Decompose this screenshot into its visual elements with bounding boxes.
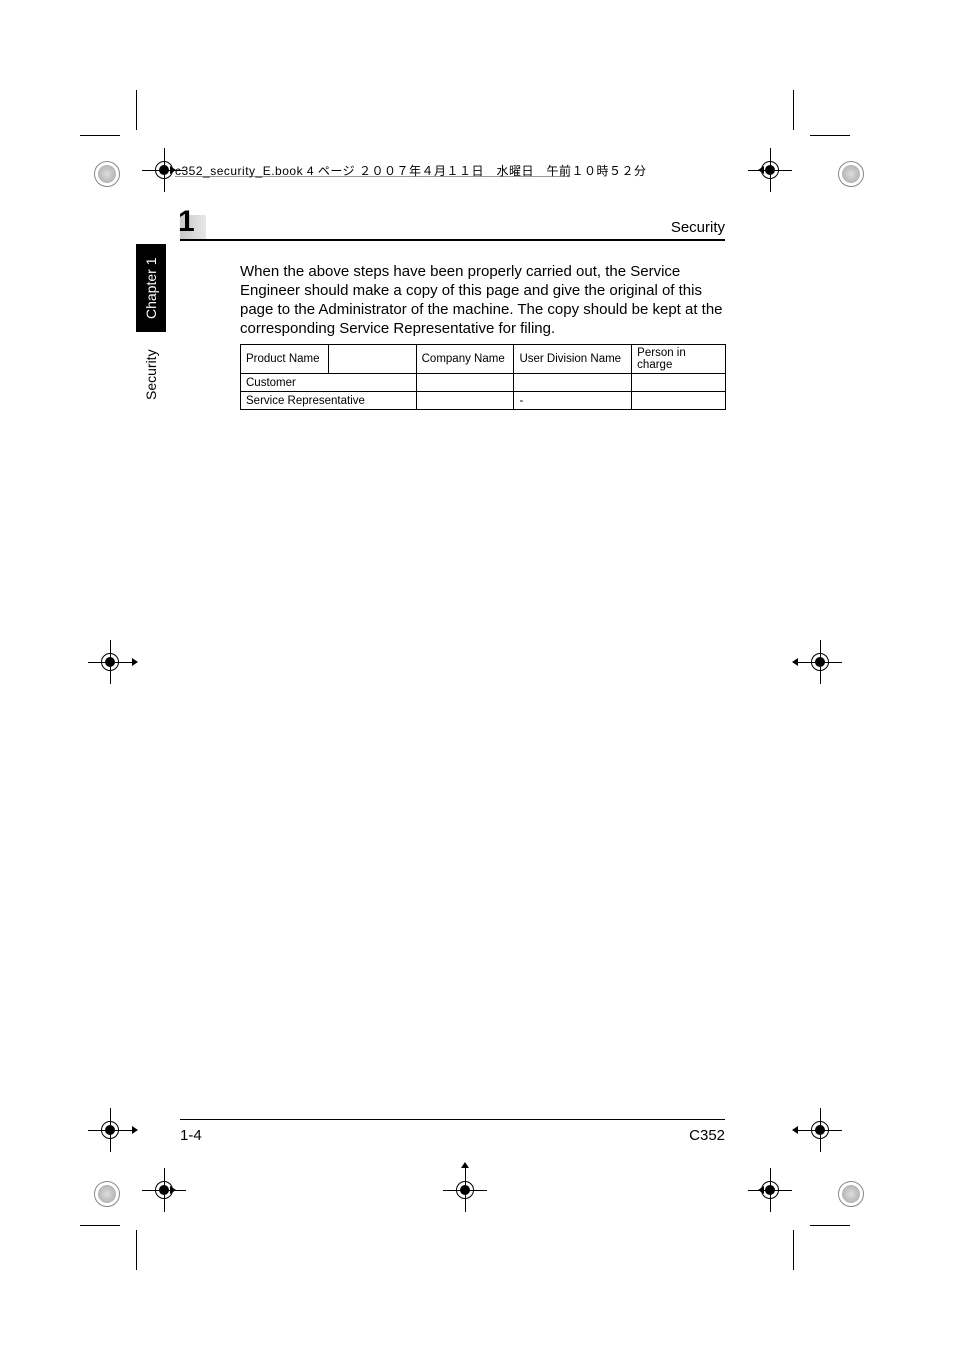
chapter-tab: Chapter 1: [136, 244, 166, 332]
reg-target-icon: [748, 148, 792, 192]
footer-page-number: 1-4: [180, 1127, 202, 1144]
col-person-in-charge: Person in charge: [632, 345, 726, 374]
reg-target-icon: [443, 1168, 487, 1212]
col-company-name: Company Name: [416, 345, 514, 374]
crop-mark-icon: [80, 1225, 120, 1226]
col-user-division: User Division Name: [514, 345, 632, 374]
section-tab-label: Security: [143, 350, 159, 401]
reg-target-icon: [142, 1168, 186, 1212]
reg-corner-icon: [800, 1160, 868, 1228]
reg-target-icon: [88, 1108, 132, 1152]
page-title: Security: [671, 219, 725, 236]
crop-mark-icon: [810, 135, 850, 136]
footer-model: C352: [689, 1127, 725, 1144]
table-row: Service Representative -: [241, 392, 726, 410]
cell-customer: Customer: [241, 374, 417, 392]
cell: [416, 374, 514, 392]
reg-target-icon: [798, 640, 842, 684]
reg-target-icon: [88, 640, 132, 684]
reg-target-icon: [748, 1168, 792, 1212]
table-row: Customer: [241, 374, 726, 392]
crop-mark-icon: [136, 1230, 137, 1270]
body-paragraph: When the above steps have been properly …: [240, 262, 730, 338]
reg-corner-icon: [800, 140, 868, 208]
chapter-tab-label: Chapter 1: [143, 257, 159, 318]
reg-target-icon: [798, 1108, 842, 1152]
cell: [514, 374, 632, 392]
crop-mark-icon: [80, 135, 120, 136]
info-table: Product Name Company Name User Division …: [240, 344, 726, 410]
section-tab: Security: [136, 340, 166, 410]
table-header-row: Product Name Company Name User Division …: [241, 345, 726, 374]
chapter-number: 1: [178, 205, 195, 239]
cell: -: [514, 392, 632, 410]
page: c352_security_E.book 4 ページ ２００７年４月１１日 水曜…: [0, 0, 954, 1350]
cell: [632, 392, 726, 410]
cell: [632, 374, 726, 392]
header-underline: [175, 176, 570, 177]
footer-rule: [180, 1119, 725, 1120]
col-blank: [328, 345, 416, 374]
crop-mark-icon: [793, 1230, 794, 1270]
cell-service-rep: Service Representative: [241, 392, 417, 410]
crop-mark-icon: [793, 90, 794, 130]
crop-mark-icon: [810, 1225, 850, 1226]
header-rule: [180, 239, 725, 241]
crop-mark-icon: [136, 90, 137, 130]
cell: [416, 392, 514, 410]
col-product-name: Product Name: [241, 345, 329, 374]
